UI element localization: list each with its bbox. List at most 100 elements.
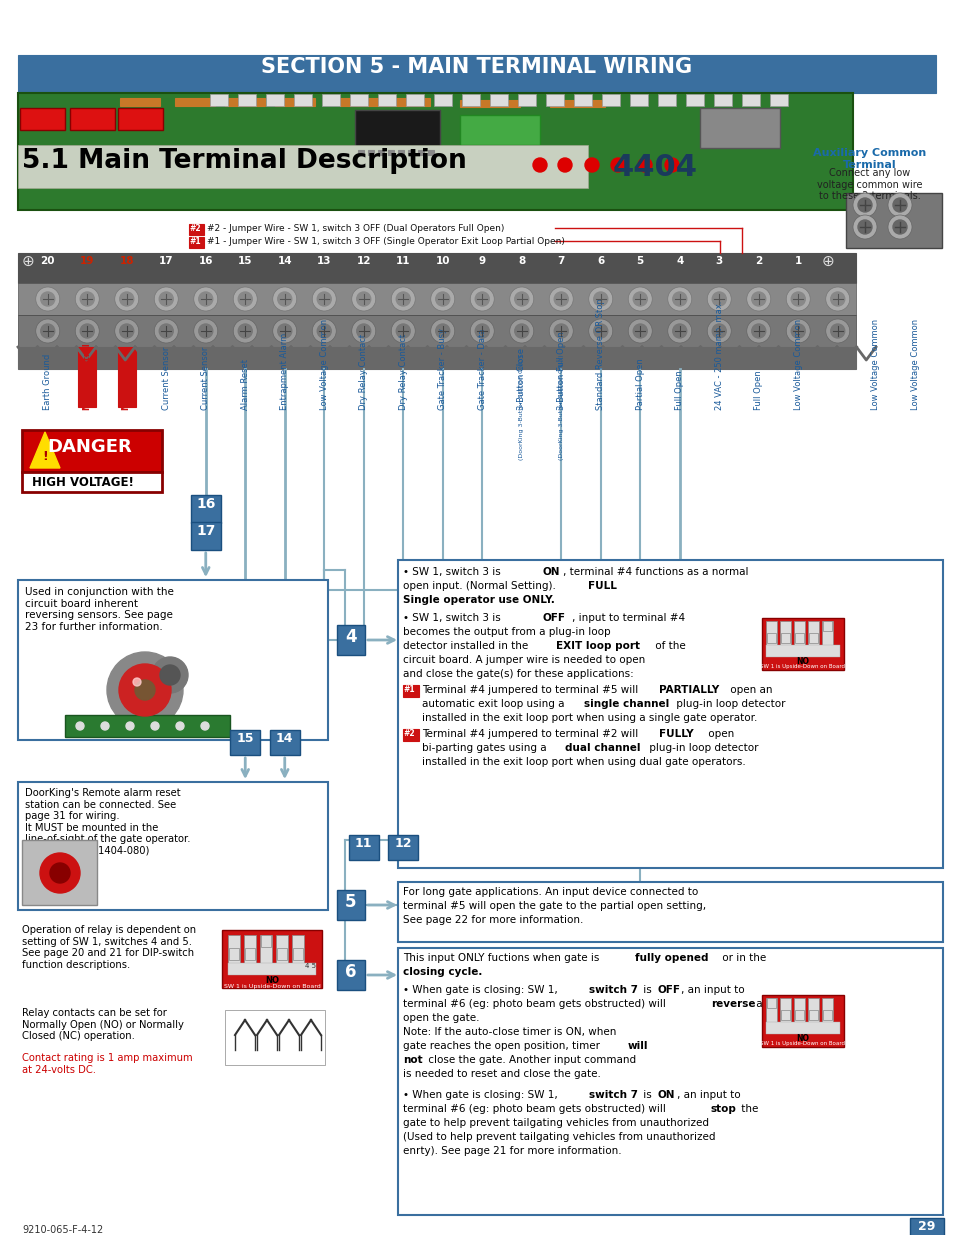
Bar (350, 94, 368, 106)
Bar (808, 1010, 817, 1020)
Circle shape (352, 287, 375, 311)
Circle shape (317, 291, 331, 306)
Text: gate to help prevent tailgating vehicles from unauthorized: gate to help prevent tailgating vehicles… (402, 1118, 708, 1128)
Bar (377, 94, 395, 106)
Text: Dry Relay Contact: Dry Relay Contact (398, 333, 407, 410)
Bar (402, 729, 418, 741)
Circle shape (135, 680, 154, 700)
Text: 4: 4 (345, 629, 356, 646)
Bar (18, 144, 587, 188)
Bar (65, 715, 230, 737)
Circle shape (391, 287, 415, 311)
Bar (794, 634, 803, 643)
Bar (821, 621, 832, 645)
Circle shape (638, 158, 651, 172)
Text: 29: 29 (918, 1220, 935, 1233)
Bar (769, 94, 787, 106)
Circle shape (712, 324, 725, 338)
Bar (349, 835, 378, 860)
Text: gate reaches the open position, timer: gate reaches the open position, timer (402, 1041, 602, 1051)
Text: Relay contacts can be set for
Normally Open (NO) or Normally
Closed (NC) operati: Relay contacts can be set for Normally O… (22, 1008, 184, 1041)
Text: • When gate is closing: SW 1,: • When gate is closing: SW 1, (402, 1091, 560, 1100)
Text: terminal #6 (eg: photo beam gets obstructed) will: terminal #6 (eg: photo beam gets obstruc… (402, 999, 668, 1009)
Circle shape (892, 198, 906, 212)
Circle shape (593, 291, 607, 306)
Text: #1: #1 (402, 685, 415, 694)
Text: ⊕: ⊕ (821, 254, 834, 269)
Bar (18, 56, 935, 93)
Circle shape (588, 287, 612, 311)
Text: 14: 14 (275, 732, 294, 745)
Bar (275, 935, 288, 963)
Bar (22, 840, 97, 905)
Text: FULLY: FULLY (659, 729, 693, 739)
Circle shape (114, 319, 138, 343)
Text: 11: 11 (355, 837, 372, 850)
Circle shape (395, 291, 410, 306)
Text: fully opened: fully opened (635, 953, 708, 963)
Text: 2: 2 (755, 256, 761, 266)
Bar (397, 559, 942, 868)
Bar (761, 618, 843, 671)
Text: closing cycle.: closing cycle. (402, 967, 482, 977)
Text: open the gate.: open the gate. (402, 1013, 479, 1023)
Bar (336, 960, 365, 990)
Bar (793, 998, 804, 1023)
Circle shape (107, 652, 183, 727)
Text: becomes the output from a plug-in loop: becomes the output from a plug-in loop (402, 627, 610, 637)
Bar (18, 315, 855, 347)
Circle shape (470, 287, 494, 311)
Circle shape (584, 158, 598, 172)
Bar (229, 948, 239, 960)
Text: 17: 17 (159, 256, 173, 266)
Text: 8: 8 (517, 256, 525, 266)
Text: Operation of relay is dependent on
setting of SW 1, switches 4 and 5.
See page 2: Operation of relay is dependent on setti… (22, 925, 196, 969)
Circle shape (852, 193, 876, 217)
Circle shape (273, 287, 296, 311)
Circle shape (667, 287, 691, 311)
Circle shape (664, 158, 679, 172)
Text: Terminal #4 jumpered to terminal #2 will: Terminal #4 jumpered to terminal #2 will (421, 729, 640, 739)
Circle shape (233, 319, 257, 343)
Text: Gate Tracker - Busy: Gate Tracker - Busy (437, 329, 447, 410)
Bar (780, 998, 790, 1023)
Text: open input. (Normal Setting).: open input. (Normal Setting). (402, 580, 558, 592)
Text: #2: #2 (189, 224, 200, 233)
Circle shape (317, 324, 331, 338)
Bar (781, 1010, 789, 1020)
Text: For long gate applications. An input device connected to: For long gate applications. An input dev… (402, 887, 698, 897)
Text: OFF: OFF (658, 986, 680, 995)
Text: switch 7: switch 7 (588, 986, 638, 995)
Text: stop: stop (710, 1104, 736, 1114)
Text: Single operator use ONLY.: Single operator use ONLY. (402, 595, 555, 605)
Circle shape (588, 319, 612, 343)
Bar (765, 645, 840, 657)
Text: PARTIALLY: PARTIALLY (659, 685, 719, 695)
Text: (DoorKing 3-Button Station ONLY): (DoorKing 3-Button Station ONLY) (518, 354, 524, 459)
Bar (397, 149, 403, 156)
Text: This input ONLY fuctions when gate is: This input ONLY fuctions when gate is (402, 953, 602, 963)
Circle shape (201, 722, 209, 730)
Text: Low Voltage Common: Low Voltage Common (793, 319, 801, 410)
Circle shape (628, 287, 652, 311)
Circle shape (549, 319, 573, 343)
Bar (685, 94, 703, 106)
Text: DoorKing's Remote alarm reset
station can be connected. See
page 31 for wiring.
: DoorKing's Remote alarm reset station ca… (25, 788, 191, 856)
Text: is: is (639, 1091, 655, 1100)
Circle shape (751, 291, 765, 306)
Circle shape (312, 287, 335, 311)
Text: terminal #6 (eg: photo beam gets obstructed) will: terminal #6 (eg: photo beam gets obstruc… (402, 1104, 668, 1114)
Text: switch 7: switch 7 (588, 1091, 638, 1100)
Text: 5.1 Main Terminal Description: 5.1 Main Terminal Description (22, 148, 466, 174)
Text: , an input to: , an input to (680, 986, 744, 995)
Circle shape (41, 324, 54, 338)
Bar (765, 998, 776, 1023)
Circle shape (431, 319, 455, 343)
Text: 3-Button Close: 3-Button Close (517, 348, 526, 410)
Text: 4404: 4404 (612, 153, 697, 183)
Circle shape (672, 324, 686, 338)
Circle shape (667, 319, 691, 343)
Text: OFF: OFF (542, 613, 565, 622)
Bar (22, 430, 162, 472)
Bar (237, 94, 255, 106)
